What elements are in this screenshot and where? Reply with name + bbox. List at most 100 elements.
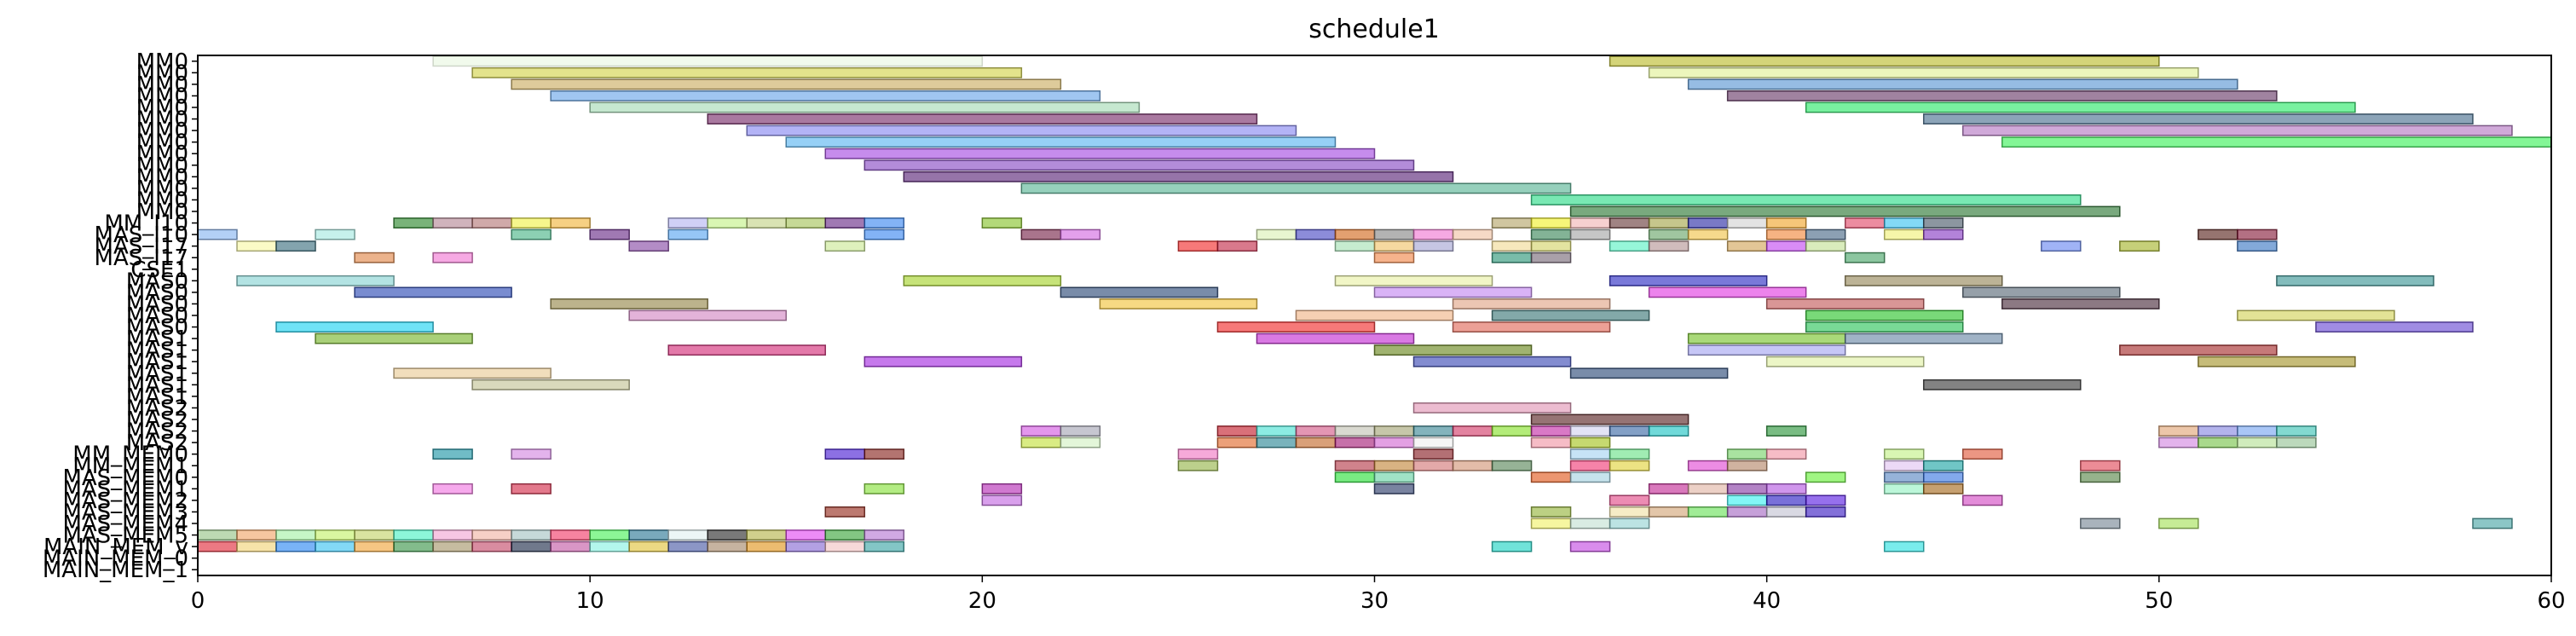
gantt-bar-164: [1412, 437, 1454, 448]
gantt-bar-72: [824, 240, 866, 252]
gantt-bar-148: [1530, 425, 1572, 437]
gantt-bar-30: [785, 217, 827, 228]
gantt-bar-77: [1412, 240, 1454, 252]
gantt-bar-194: [1922, 460, 1964, 471]
gantt-bar-238: [315, 529, 355, 541]
gantt-bar-39: [1687, 217, 1729, 228]
gantt-bar-117: [1452, 321, 1611, 332]
gantt-bar-137: [1530, 413, 1689, 425]
y-tick-label-16: MAS_I17: [95, 234, 188, 260]
gantt-bar-199: [1569, 471, 1611, 483]
gantt-bar-234: [2472, 517, 2513, 529]
gantt-bar-126: [1687, 344, 1846, 356]
gantt-bar-149: [1569, 425, 1611, 437]
gantt-bar-27: [667, 217, 708, 228]
gantt-bar-195: [2080, 460, 2121, 471]
gantt-bar-159: [1216, 437, 1258, 448]
gantt-bar-70: [275, 240, 316, 252]
gantt-bar-157: [1020, 437, 1062, 448]
y-tick-label-27: MAS1: [126, 361, 188, 387]
gantt-bar-101: [1060, 286, 1219, 298]
gantt-bar-226: [1726, 506, 1768, 517]
gantt-bar-88: [354, 252, 395, 263]
gantt-bar-200: [1805, 471, 1846, 483]
gantt-bar-92: [1530, 252, 1572, 263]
y-tick-label-10: MM0: [136, 165, 188, 190]
gantt-bar-85: [2041, 240, 2082, 252]
gantt-bar-14: [785, 136, 1337, 148]
gantt-bar-52: [1060, 228, 1101, 240]
gantt-bar-259: [432, 541, 473, 552]
gantt-bar-80: [1609, 240, 1650, 252]
y-tick-label-20: MAS0: [126, 280, 188, 306]
gantt-bar-242: [471, 529, 512, 541]
gantt-bar-108: [1765, 298, 1925, 309]
gantt-bar-1: [1609, 55, 2160, 67]
gantt-bar-269: [824, 541, 866, 552]
gantt-bar-25: [511, 217, 552, 228]
gantt-bar-104: [1962, 286, 2121, 298]
gantt-bar-112: [1491, 309, 1650, 321]
gantt-bar-216: [1609, 494, 1650, 506]
y-tick-label-35: MM_MEM1: [72, 454, 188, 479]
gantt-bar-139: [1060, 425, 1101, 437]
gantt-bar-57: [1412, 228, 1454, 240]
y-tick-label-18: CSE1: [130, 257, 188, 283]
gantt-bar-129: [1412, 356, 1572, 367]
gantt-bar-190: [1609, 460, 1650, 471]
gantt-bar-5: [1687, 78, 2238, 90]
gantt-bar-268: [785, 541, 827, 552]
gantt-bar-33: [981, 217, 1023, 228]
y-tick-label-25: MAS1: [126, 338, 188, 364]
gantt-bar-201: [1883, 471, 1925, 483]
gantt-bar-203: [2080, 471, 2121, 483]
gantt-bar-181: [1883, 448, 1925, 460]
gantt-bar-165: [1530, 437, 1572, 448]
gantt-bar-249: [746, 529, 788, 541]
gantt-bar-177: [1569, 448, 1611, 460]
gantt-bar-94: [236, 275, 395, 286]
gantt-bar-122: [1687, 332, 1846, 344]
gantt-bar-51: [1020, 228, 1062, 240]
gantt-bar-10: [707, 113, 1258, 124]
gantt-bar-147: [1491, 425, 1533, 437]
gantt-bar-225: [1687, 506, 1729, 517]
gantt-bar-155: [2237, 425, 2278, 437]
gantt-bar-204: [432, 483, 473, 494]
gantt-bar-134: [471, 379, 630, 390]
gantt-bar-160: [1256, 437, 1297, 448]
gantt-bar-237: [275, 529, 316, 541]
x-tick-label-0: 0: [191, 588, 205, 614]
gantt-bar-171: [432, 448, 473, 460]
gantt-bar-9: [1805, 101, 2356, 113]
gantt-bar-87: [2237, 240, 2278, 252]
gantt-bar-193: [1883, 460, 1925, 471]
gantt-bar-74: [1216, 240, 1258, 252]
gantt-bar-38: [1648, 217, 1689, 228]
gantt-bar-43: [1883, 217, 1925, 228]
y-tick-label-3: MM0: [136, 84, 188, 109]
y-tick-label-19: MAS0: [126, 269, 188, 294]
gantt-bar-154: [2198, 425, 2238, 437]
gantt-bar-16: [824, 147, 1376, 159]
y-tick-label-4: MM0: [136, 95, 188, 121]
gantt-bar-110: [628, 309, 788, 321]
gantt-bar-211: [1726, 483, 1768, 494]
gantt-bar-140: [1216, 425, 1258, 437]
gantt-bar-100: [354, 286, 512, 298]
gantt-bar-103: [1648, 286, 1807, 298]
gantt-bar-106: [1099, 298, 1258, 309]
gantt-bar-196: [1334, 471, 1376, 483]
y-tick-label-14: MM_I10: [104, 211, 188, 237]
y-tick-label-37: MAS_MEM1: [62, 477, 188, 502]
gantt-bar-109: [2001, 298, 2160, 309]
y-tick-label-17: MAS_I17: [95, 246, 188, 271]
y-tick-label-36: MAS_MEM0: [62, 465, 188, 491]
gantt-bar-215: [981, 494, 1023, 506]
gantt-bar-156: [2276, 425, 2317, 437]
y-tick-label-40: MAS_MEM4: [62, 512, 188, 537]
y-tick-label-15: MAS_I10: [95, 223, 188, 248]
gantt-bar-98: [1844, 275, 2003, 286]
gantt-bar-153: [2158, 425, 2199, 437]
gantt-bar-189: [1569, 460, 1611, 471]
